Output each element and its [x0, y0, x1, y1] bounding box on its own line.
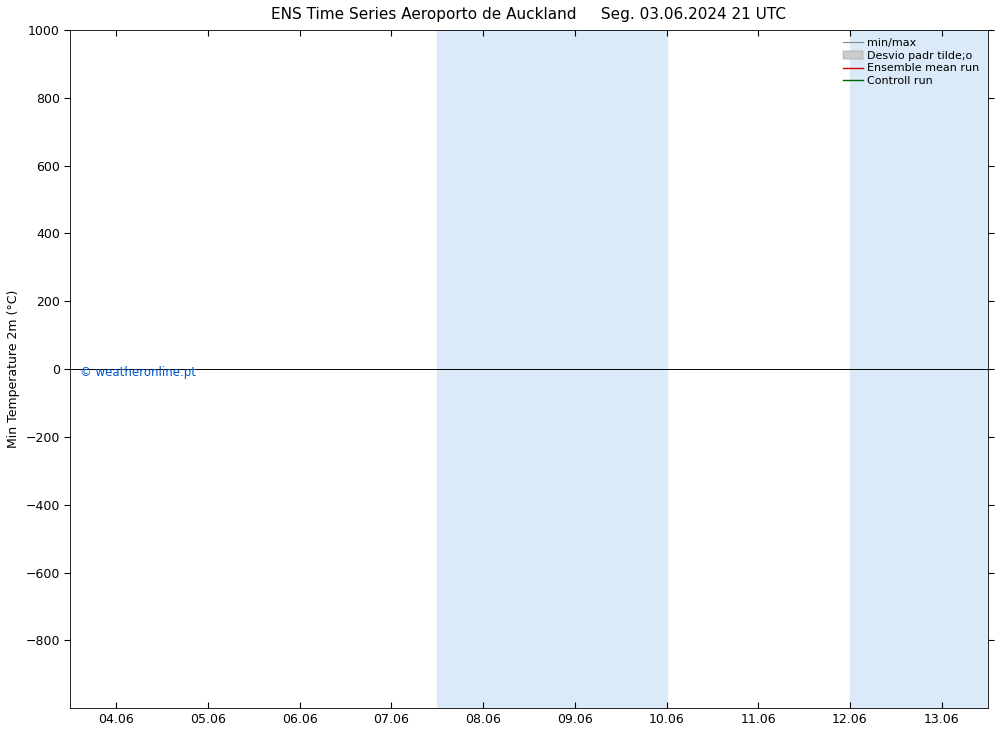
Bar [437, 30, 667, 708]
Title: ENS Time Series Aeroporto de Auckland     Seg. 03.06.2024 21 UTC: ENS Time Series Aeroporto de Auckland Se… [271, 7, 786, 22]
Legend: min/max, Desvio padr tilde;o, Ensemble mean run, Controll run: min/max, Desvio padr tilde;o, Ensemble m… [841, 36, 982, 89]
Text: © weatheronline.pt: © weatheronline.pt [80, 366, 196, 379]
Y-axis label: Min Temperature 2m (°C): Min Temperature 2m (°C) [7, 290, 20, 449]
Bar [850, 30, 988, 708]
